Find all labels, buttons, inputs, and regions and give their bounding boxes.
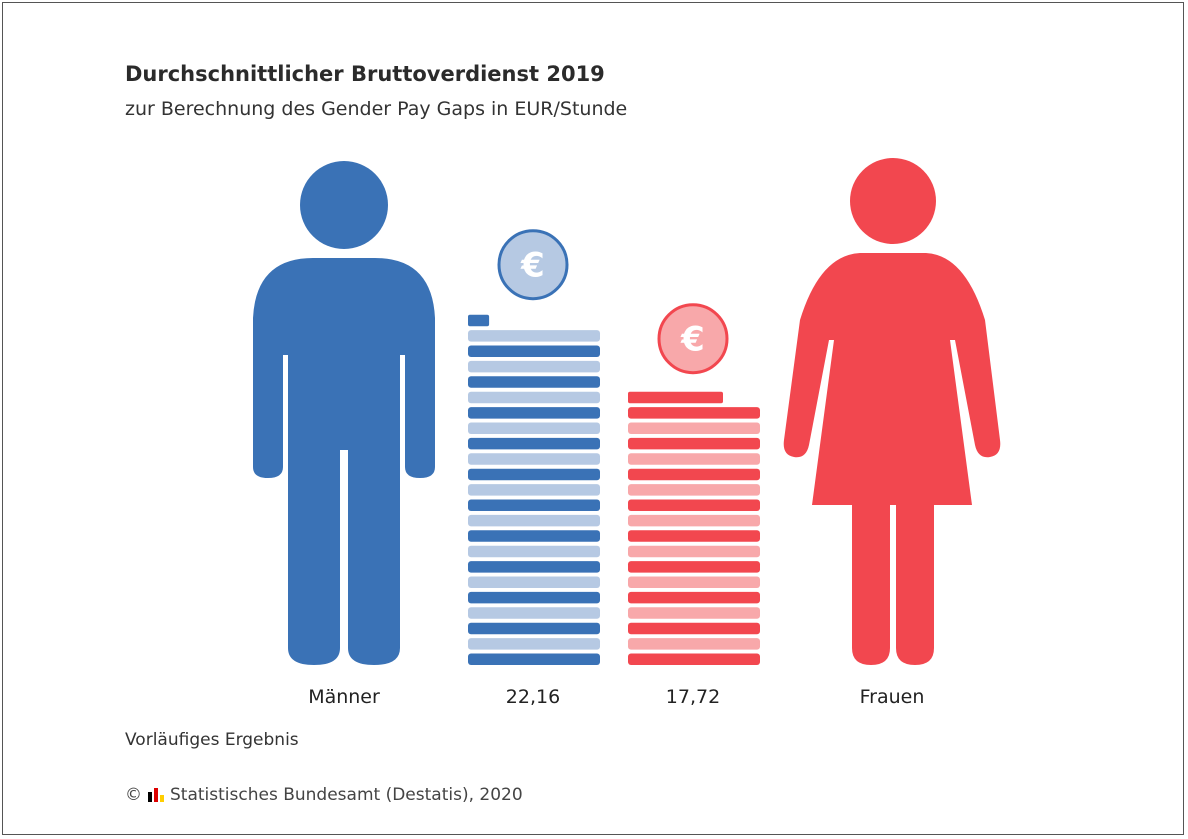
women-coin-strip [628, 607, 760, 619]
value-label-men: 22,16 [505, 686, 561, 708]
women-coin-strip [628, 622, 760, 635]
men-coin-strip [468, 591, 600, 604]
men-coin-strip [468, 391, 600, 404]
men-coin-strip [468, 437, 600, 450]
women-coin-strip [628, 484, 760, 496]
women-coin-strip [628, 591, 760, 604]
women-coin-strip [628, 437, 760, 450]
women-coin-stack [628, 391, 760, 665]
women-coin-strip [628, 499, 760, 511]
women-coin-strip [628, 453, 760, 465]
men-coin-strip [468, 453, 600, 465]
women-coin-strip [628, 576, 760, 588]
women-coin-strip [628, 530, 760, 542]
men-coin-strip [468, 622, 600, 635]
men-coin-strip [468, 576, 600, 588]
men-coin-stack [468, 314, 600, 665]
woman-icon [783, 158, 1001, 665]
women-coin-strip [628, 468, 760, 481]
source-text: Statistisches Bundesamt (Destatis), 2020 [170, 785, 523, 805]
men-coin-strip [468, 407, 600, 419]
euro-symbol: € [520, 246, 545, 286]
men-coin-strip [468, 345, 600, 357]
chart-subtitle: zur Berechnung des Gender Pay Gaps in EU… [125, 98, 628, 120]
men-coin-strip [468, 653, 600, 665]
euro-coin-icon: € [497, 229, 569, 301]
women-coin-strip [628, 653, 760, 665]
women-coin-strip [628, 422, 760, 434]
women-coin-partial-strip [628, 391, 723, 404]
euro-coin-icon: € [657, 303, 729, 375]
value-label-women: 17,72 [665, 686, 721, 708]
men-coin-strip [468, 607, 600, 619]
coin-circle [657, 303, 729, 375]
coin-circle [497, 229, 569, 301]
men-coin-strip [468, 468, 600, 481]
women-coin-strip [628, 638, 760, 650]
men-coin-partial-strip [468, 314, 490, 327]
men-coin-strip [468, 376, 600, 388]
euro-symbol: € [680, 320, 705, 360]
footnote: Vorläufiges Ergebnis [125, 730, 299, 750]
men-coin-strip [468, 499, 600, 511]
men-coin-strip [468, 530, 600, 542]
men-coin-strip [468, 514, 600, 527]
men-coin-strip [468, 360, 600, 373]
men-coin-strip [468, 484, 600, 496]
women-coin-strip [628, 407, 760, 419]
man-icon [253, 161, 435, 665]
category-label-men: Männer [308, 686, 380, 708]
chart-title: Durchschnittlicher Bruttoverdienst 2019 [125, 62, 605, 86]
women-coin-strip [628, 514, 760, 527]
men-coin-strip [468, 638, 600, 650]
men-coin-strip [468, 561, 600, 573]
men-coin-strip [468, 330, 600, 342]
source-line: © Statistisches Bundesamt (Destatis), 20… [125, 785, 523, 805]
destatis-logo-icon [148, 788, 164, 802]
women-coin-strip [628, 561, 760, 573]
women-coin-strip [628, 545, 760, 558]
men-coin-strip [468, 422, 600, 434]
copyright-symbol: © [125, 785, 142, 805]
category-label-women: Frauen [859, 686, 925, 708]
men-coin-strip [468, 545, 600, 558]
